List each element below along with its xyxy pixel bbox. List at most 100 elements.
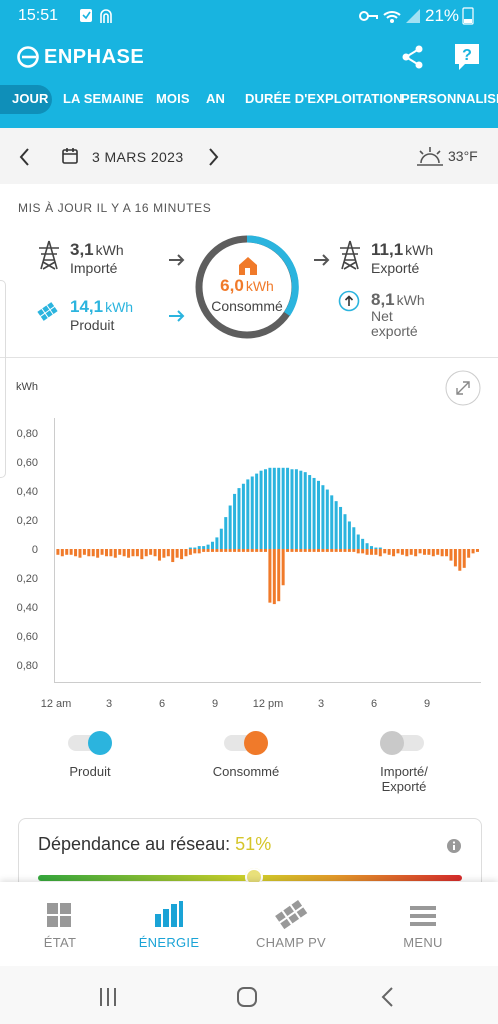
toggle-knob[interactable] bbox=[380, 731, 404, 755]
consumed-number: 6,0 bbox=[220, 276, 244, 295]
bar bbox=[378, 547, 382, 549]
bar bbox=[153, 549, 157, 557]
system-nav bbox=[0, 966, 498, 1024]
bar bbox=[259, 549, 263, 552]
flow-arrows-left bbox=[169, 254, 185, 322]
nav-icon-champ-pv[interactable] bbox=[275, 898, 309, 930]
system-buttons[interactable] bbox=[96, 985, 402, 1009]
bar bbox=[286, 549, 290, 552]
bar bbox=[277, 467, 281, 549]
bar bbox=[334, 501, 338, 549]
bar bbox=[91, 549, 95, 557]
dependence-marker bbox=[245, 868, 264, 886]
net-export-icon bbox=[338, 290, 360, 312]
exported-label: Exporté bbox=[371, 260, 420, 276]
y-tick-label: 0,80 bbox=[17, 660, 38, 672]
bar bbox=[339, 549, 343, 552]
side-handle[interactable] bbox=[0, 280, 6, 478]
date-label: 3 MARS 2023 bbox=[92, 149, 184, 165]
nav-icon-etat[interactable] bbox=[46, 902, 74, 928]
tab[interactable]: LA SEMAINE bbox=[63, 91, 144, 106]
tab[interactable]: DURÉE D'EXPLOITATION bbox=[245, 91, 403, 106]
prev-day[interactable] bbox=[15, 146, 35, 168]
tab[interactable]: PERSONNALISÉ bbox=[401, 91, 498, 106]
bar bbox=[308, 475, 312, 549]
y-tick-label: 0,40 bbox=[17, 486, 38, 498]
imported-label: Importé bbox=[70, 260, 118, 276]
tab[interactable]: AN bbox=[206, 91, 225, 106]
bar bbox=[286, 467, 290, 549]
date-bar bbox=[0, 128, 498, 184]
toggle-knob[interactable] bbox=[244, 731, 268, 755]
nav-label[interactable]: MENU bbox=[403, 935, 443, 950]
bar bbox=[356, 534, 360, 549]
bar bbox=[215, 549, 219, 552]
bar bbox=[277, 549, 281, 602]
bar bbox=[303, 549, 307, 552]
share-button[interactable] bbox=[400, 44, 426, 70]
bar bbox=[246, 549, 250, 552]
bar bbox=[436, 549, 440, 555]
bar bbox=[471, 549, 475, 554]
nav-icon-energie[interactable] bbox=[154, 900, 184, 928]
expand-button[interactable] bbox=[445, 370, 481, 406]
imported-value: 3,1 kWh bbox=[70, 240, 124, 260]
x-tick-label: 12 pm bbox=[253, 698, 284, 710]
nav-label[interactable]: ÉTAT bbox=[43, 935, 77, 950]
help-button[interactable]: ? bbox=[453, 42, 481, 72]
bar bbox=[118, 549, 122, 555]
x-tick-label: 12 am bbox=[41, 698, 72, 710]
net-exported-unit: kWh bbox=[396, 292, 425, 308]
nav-label[interactable]: ÉNERGIE bbox=[138, 935, 200, 950]
toggle-knob[interactable] bbox=[88, 731, 112, 755]
bar bbox=[414, 549, 418, 557]
bar bbox=[290, 549, 294, 552]
y-tick-label: 0,60 bbox=[17, 631, 38, 643]
bar bbox=[233, 493, 237, 549]
bar bbox=[87, 549, 91, 557]
bar bbox=[374, 547, 378, 549]
toggle-label: Importé/ Exporté bbox=[380, 764, 428, 794]
energy-chart: 0,80 0,60 0,40 0,20 0 0,20 0,40 0,60 0,80 12 am 3 6… bbox=[17, 418, 481, 710]
nav-label[interactable]: CHAMP PV bbox=[255, 935, 327, 950]
bar bbox=[224, 517, 228, 549]
net-exported-value: 8,1 kWh bbox=[371, 290, 425, 310]
bar bbox=[210, 549, 214, 552]
bar bbox=[188, 547, 192, 549]
bar bbox=[268, 549, 272, 603]
bar bbox=[219, 528, 223, 549]
bar bbox=[418, 549, 422, 554]
dependence-value: 51% bbox=[235, 834, 272, 854]
bar bbox=[202, 546, 206, 549]
brand-logo bbox=[17, 46, 39, 68]
bar bbox=[69, 549, 73, 555]
info-icon[interactable] bbox=[446, 838, 462, 854]
bar bbox=[250, 476, 254, 549]
produced-unit: kWh bbox=[105, 299, 134, 315]
bar bbox=[294, 549, 298, 552]
consumed-value: 6,0 kWh bbox=[195, 276, 299, 296]
tab[interactable]: MOIS bbox=[156, 91, 190, 106]
bar bbox=[144, 549, 148, 557]
bar bbox=[427, 549, 431, 555]
weather-icon bbox=[417, 147, 443, 166]
bar bbox=[233, 549, 237, 552]
tab[interactable]: JOUR bbox=[12, 91, 49, 106]
bar bbox=[400, 549, 404, 555]
bar bbox=[104, 549, 108, 557]
x-tick-label: 6 bbox=[159, 698, 165, 710]
next-day[interactable] bbox=[203, 146, 223, 168]
nav-icon-menu[interactable] bbox=[410, 905, 436, 927]
bar bbox=[343, 549, 347, 552]
bar bbox=[149, 549, 153, 555]
bar bbox=[259, 470, 263, 549]
bar bbox=[263, 469, 267, 549]
bar bbox=[246, 479, 250, 549]
bar bbox=[78, 549, 82, 558]
weather-temp: 33°F bbox=[448, 148, 478, 164]
x-tick-label: 3 bbox=[318, 698, 324, 710]
bar bbox=[369, 546, 373, 549]
y-tick-label: 0,20 bbox=[17, 515, 38, 527]
bar bbox=[193, 547, 197, 549]
toggle-label: Produit bbox=[69, 764, 111, 779]
